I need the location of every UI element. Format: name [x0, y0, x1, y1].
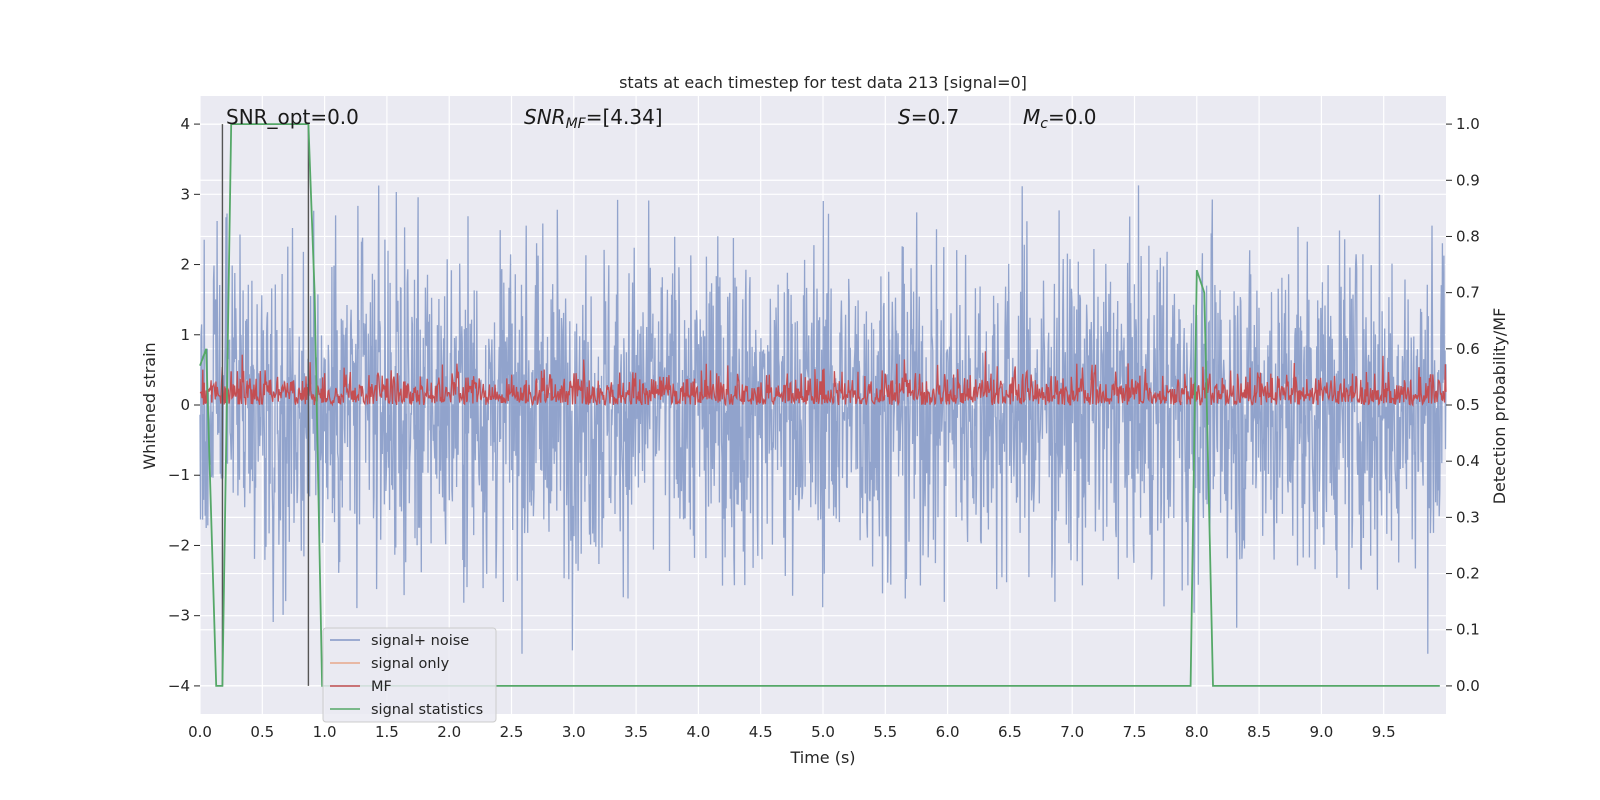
y-tick-label-right: 1.0 — [1456, 115, 1480, 133]
y-tick-label-left: 3 — [180, 185, 190, 203]
series-signal-noise — [199, 185, 1447, 654]
mc-subscript: c — [1040, 116, 1048, 132]
signal-statistics-line — [199, 123, 1440, 687]
y-tick-label-right: 0.8 — [1456, 227, 1480, 245]
legend-label-signal-only: signal only — [371, 656, 450, 672]
axis-ticks: 0.0 0.5 1.0 1.5 2.0 2.5 3.0 3.5 4.0 4.5 5.0 5.5 6.0 6… — [168, 115, 1480, 741]
annotation-mc: Mc=0.0 — [1023, 105, 1097, 132]
x-tick-label: 6.5 — [998, 723, 1022, 741]
y-tick-label-left: 2 — [180, 256, 190, 274]
y-tick-label-left: 0 — [180, 396, 190, 414]
x-tick-label: 1.0 — [313, 723, 337, 741]
y-tick-label-right: 0.7 — [1456, 284, 1480, 302]
x-axis-title: Time (s) — [789, 748, 855, 767]
legend: signal+ noise signal only MF signal stat… — [322, 627, 497, 723]
x-tick-label: 8.5 — [1247, 723, 1271, 741]
mf-line — [199, 351, 1447, 407]
y-tick-label-right: 0.3 — [1456, 508, 1480, 526]
x-tick-label: 8.0 — [1185, 723, 1209, 741]
y-tick-label-right: 0.1 — [1456, 621, 1480, 639]
x-tick-label: 9.5 — [1372, 723, 1396, 741]
y-tick-label-left: −2 — [168, 536, 190, 554]
y-tick-label-left: −3 — [168, 607, 190, 625]
x-tick-label: 6.0 — [936, 723, 960, 741]
annotation-s: S=0.7 — [898, 105, 959, 129]
y-tick-label-left: −4 — [168, 677, 190, 695]
mc-value: =0.0 — [1048, 105, 1097, 129]
x-tick-label: 3.5 — [624, 723, 648, 741]
y-tick-label-right: 0.4 — [1456, 452, 1480, 470]
chart-title: stats at each timestep for test data 213… — [619, 73, 1027, 92]
y-tick-label-right: 0.5 — [1456, 396, 1480, 414]
x-tick-label: 2.5 — [500, 723, 524, 741]
x-tick-label: 5.0 — [811, 723, 835, 741]
y-axis-title-right: Detection probability/MF — [1490, 308, 1509, 505]
y-tick-label-left: 1 — [180, 326, 190, 344]
x-tick-label: 5.5 — [873, 723, 897, 741]
snr-mf-subscript: MF — [566, 116, 587, 132]
y-tick-label-right: 0.2 — [1456, 565, 1480, 583]
s-symbol: S — [898, 105, 911, 129]
vertical-markers — [221, 124, 310, 686]
y-axis-title-left: Whitened strain — [140, 342, 159, 469]
legend-label-signal-statistics: signal statistics — [371, 702, 483, 718]
s-value: =0.7 — [911, 105, 960, 129]
x-tick-label: 9.0 — [1309, 723, 1333, 741]
x-tick-label: 0.5 — [250, 723, 274, 741]
x-tick-label: 2.0 — [437, 723, 461, 741]
snr-mf-symbol: SNR — [524, 105, 566, 129]
x-tick-label: 0.0 — [188, 723, 212, 741]
annotation-snr-opt: SNR_opt=0.0 — [226, 105, 359, 129]
signal-noise-line — [199, 185, 1447, 654]
x-tick-label: 7.0 — [1060, 723, 1084, 741]
x-tick-label: 4.0 — [686, 723, 710, 741]
x-tick-label: 7.5 — [1123, 723, 1147, 741]
y-tick-label-left: −1 — [168, 466, 190, 484]
y-tick-label-right: 0.0 — [1456, 677, 1480, 695]
series-mf — [199, 351, 1447, 407]
x-tick-label: 1.5 — [375, 723, 399, 741]
annotation-snr-mf: SNRMF=[4.34] — [524, 105, 663, 132]
series-signal-statistics — [199, 123, 1440, 687]
legend-box — [322, 627, 497, 723]
legend-label-signal-noise: signal+ noise — [371, 633, 469, 649]
x-tick-label: 4.5 — [749, 723, 773, 741]
y-tick-label-right: 0.9 — [1456, 171, 1480, 189]
snr-mf-value: =[4.34] — [586, 105, 663, 129]
mc-symbol: M — [1023, 105, 1040, 129]
x-tick-label: 3.0 — [562, 723, 586, 741]
legend-label-mf: MF — [371, 679, 392, 695]
y-tick-label-right: 0.6 — [1456, 340, 1480, 358]
y-tick-label-left: 4 — [180, 115, 190, 133]
